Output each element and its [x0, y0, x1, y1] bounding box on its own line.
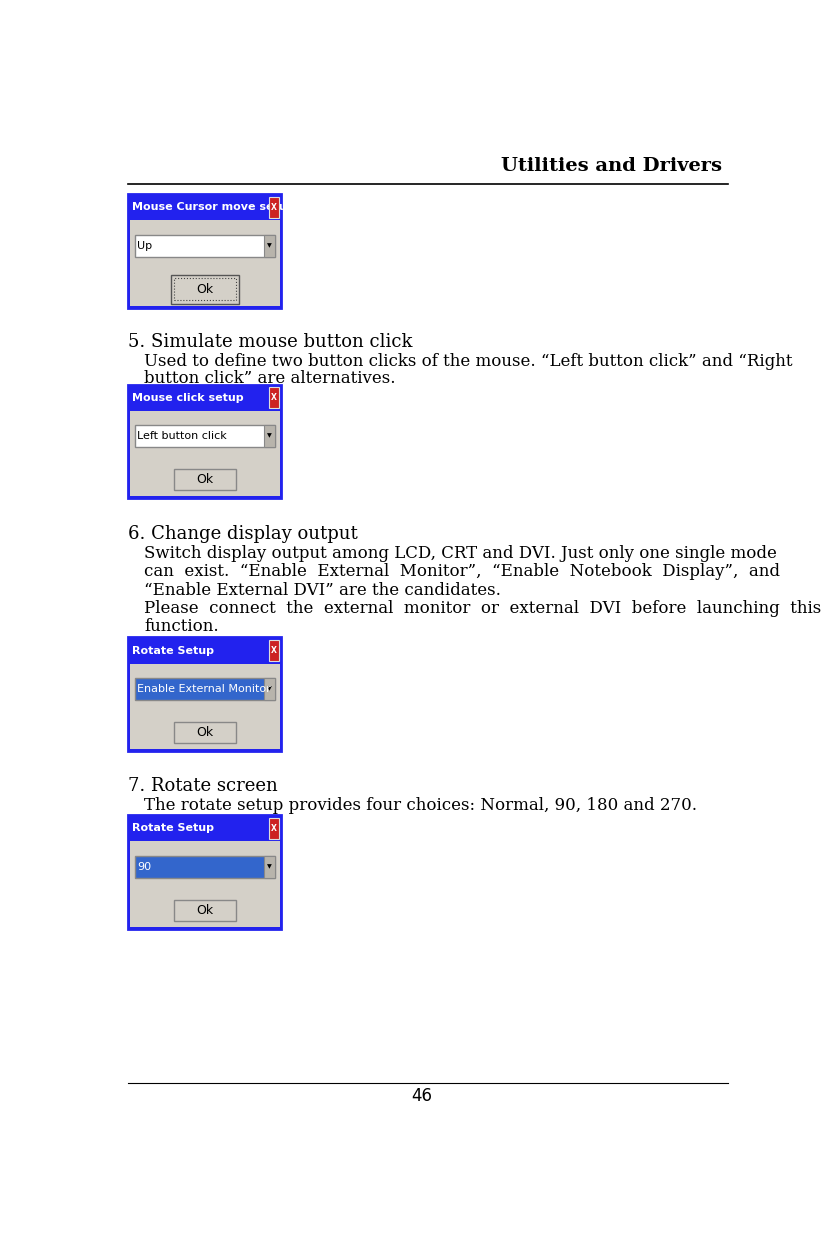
Text: button click” are alternatives.: button click” are alternatives.	[144, 370, 396, 387]
Bar	[171, 275, 239, 304]
Text: Left button click: Left button click	[137, 431, 227, 441]
Bar	[263, 857, 275, 878]
Text: Switch display output among LCD, CRT and DVI. Just only one single mode: Switch display output among LCD, CRT and…	[144, 545, 777, 562]
Bar	[263, 426, 275, 447]
Bar	[130, 842, 280, 927]
Text: Ok: Ok	[197, 904, 213, 917]
Text: Utilities and Drivers: Utilities and Drivers	[500, 157, 722, 175]
Bar	[128, 637, 281, 751]
Text: ▼: ▼	[267, 687, 272, 692]
Bar	[128, 385, 281, 411]
Text: Enable External Monitor: Enable External Monitor	[137, 684, 271, 694]
Text: function.: function.	[144, 618, 219, 636]
Bar	[268, 387, 279, 408]
Text: Up: Up	[137, 241, 152, 251]
Bar	[130, 220, 280, 306]
Bar	[174, 722, 235, 743]
Bar	[263, 678, 275, 699]
Text: X: X	[271, 393, 277, 402]
Bar	[135, 426, 275, 447]
Bar	[268, 197, 279, 217]
Text: 46: 46	[412, 1087, 432, 1105]
Bar	[130, 411, 280, 496]
Bar	[135, 857, 275, 878]
Text: ▼: ▼	[267, 864, 272, 869]
Text: 7. Rotate screen: 7. Rotate screen	[128, 777, 278, 794]
Bar	[174, 468, 235, 491]
Bar	[174, 899, 235, 922]
Text: Ok: Ok	[197, 282, 213, 296]
Text: 6. Change display output: 6. Change display output	[128, 525, 358, 543]
Text: Mouse click setup: Mouse click setup	[133, 392, 244, 402]
Text: “Enable External DVI” are the candidates.: “Enable External DVI” are the candidates…	[144, 582, 501, 598]
Text: Rotate Setup: Rotate Setup	[133, 646, 214, 656]
Text: Ok: Ok	[197, 726, 213, 739]
Bar	[174, 279, 235, 300]
Bar	[128, 816, 281, 929]
Bar	[128, 385, 281, 498]
Text: ▼: ▼	[267, 244, 272, 249]
Bar	[263, 235, 275, 256]
Text: Used to define two button clicks of the mouse. “Left button click” and “Right: Used to define two button clicks of the …	[144, 352, 793, 370]
Text: Please  connect  the  external  monitor  or  external  DVI  before  launching  t: Please connect the external monitor or e…	[144, 600, 821, 617]
Bar	[135, 678, 275, 699]
Bar	[135, 235, 275, 256]
Text: Rotate Setup: Rotate Setup	[133, 823, 214, 833]
Text: 90: 90	[137, 862, 151, 872]
Text: ▼: ▼	[267, 433, 272, 438]
Text: The rotate setup provides four choices: Normal, 90, 180 and 270.: The rotate setup provides four choices: …	[144, 797, 697, 814]
Bar	[130, 663, 280, 749]
Text: Ok: Ok	[197, 473, 213, 486]
Text: X: X	[271, 202, 277, 211]
Text: can  exist.  “Enable  External  Monitor”,  “Enable  Notebook  Display”,  and: can exist. “Enable External Monitor”, “E…	[144, 563, 780, 581]
Text: X: X	[271, 824, 277, 833]
Bar	[268, 639, 279, 661]
Text: 5. Simulate mouse button click: 5. Simulate mouse button click	[128, 332, 413, 351]
Bar	[128, 194, 281, 220]
Text: Mouse Cursor move setup: Mouse Cursor move setup	[133, 202, 295, 212]
Text: X: X	[271, 646, 277, 654]
Bar	[128, 816, 281, 842]
Bar	[128, 637, 281, 663]
Bar	[268, 818, 279, 839]
Bar	[128, 194, 281, 307]
